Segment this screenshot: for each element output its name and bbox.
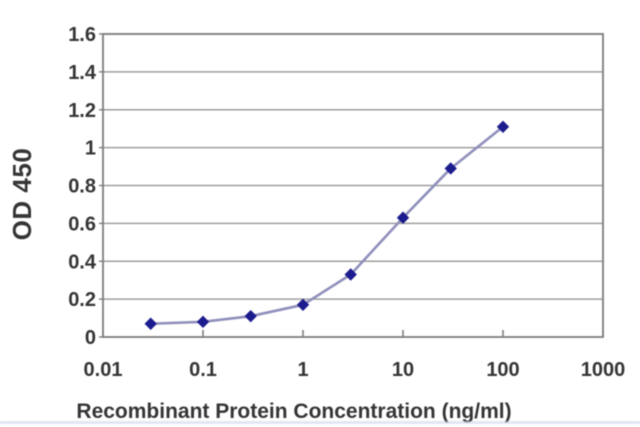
data-point-marker [196,315,210,329]
x-tick-label: 100 [486,359,519,381]
y-tick-label: 1.4 [68,62,97,84]
y-tick-label: 0.8 [68,176,96,198]
x-tick-label: 1 [297,359,308,381]
y-tick-label: 0.4 [68,251,97,273]
series-line [150,125,504,326]
y-tick-label: 1.2 [68,100,96,122]
y-tick-label: 0 [85,327,96,349]
data-point-marker [144,317,157,330]
x-tick-label: 0.1 [189,359,217,381]
data-point-marker [396,211,410,224]
x-axis-title: Recombinant Protein Concentration (ng/ml… [76,400,512,423]
x-tick-label: 1000 [581,359,626,381]
data-point-marker [244,309,257,323]
data-point-marker [344,268,357,281]
y-tick-label: 1.6 [68,24,96,46]
y-axis-title: OD 450 [7,147,37,241]
data-point-marker [496,120,510,133]
x-tick-label: 10 [392,359,414,381]
x-tick-label: 0.01 [84,359,123,381]
data-point-marker [444,162,457,175]
y-tick-label: 1 [85,138,96,160]
y-tick-label: 0.2 [68,289,96,311]
bottom-edge-artifact [0,421,640,424]
y-tick-label: 0.6 [68,213,96,235]
data-point-marker [296,298,310,312]
